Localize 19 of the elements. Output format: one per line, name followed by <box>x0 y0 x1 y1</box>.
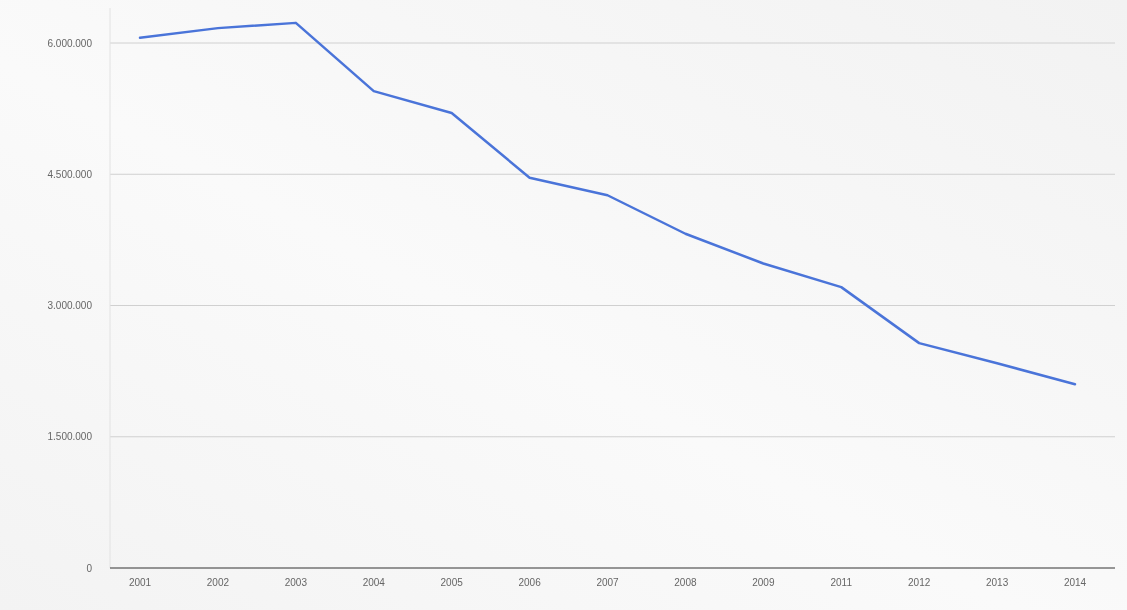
y-tick-label: 6.000.000 <box>47 37 93 49</box>
y-tick-label: 3.000.000 <box>47 300 93 311</box>
x-tick-label: 2005 <box>440 577 464 588</box>
y-tick-label: 4.500.000 <box>47 168 93 180</box>
x-tick-label: 2013 <box>985 577 1009 588</box>
line-series <box>138 21 1077 386</box>
x-tick-label: 2011 <box>830 577 853 588</box>
x-tick-label: 2007 <box>596 577 620 588</box>
y-tick-label: 1.500.000 <box>47 431 93 443</box>
y-tick-label: 0 <box>86 562 93 574</box>
x-tick-label: 2008 <box>674 577 697 588</box>
x-tick-label: 2004 <box>362 577 386 588</box>
x-tick-label: 2012 <box>908 577 931 588</box>
x-tick-label: 2006 <box>518 577 542 588</box>
x-tick-label: 2003 <box>284 577 308 588</box>
x-tick-label: 2014 <box>1063 577 1087 588</box>
x-tick-label: 2002 <box>206 577 230 588</box>
x-tick-label: 2009 <box>752 577 775 588</box>
x-tick-label: 2001 <box>128 577 152 588</box>
